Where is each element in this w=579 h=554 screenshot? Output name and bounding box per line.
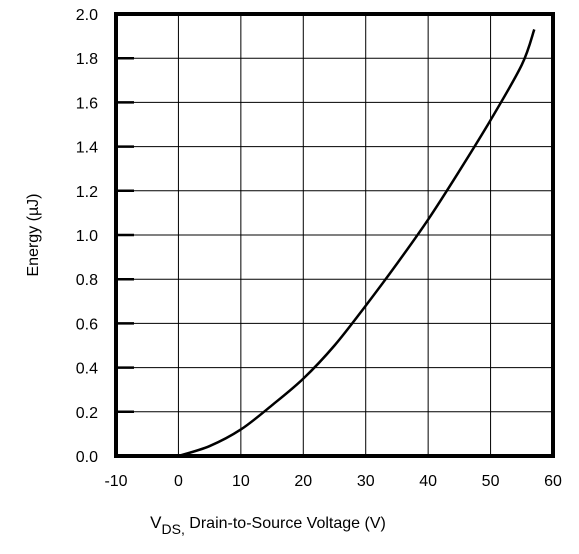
y-tick-label: 0.8 <box>76 272 98 289</box>
x-tick-label: 10 <box>232 473 250 490</box>
y-tick-label: 0.6 <box>76 316 98 333</box>
y-tick-labels: 0.0 0.2 0.4 0.6 0.8 1.0 1.2 1.4 1.6 1.8 2.0 <box>76 7 98 466</box>
y-tick-label: 2.0 <box>76 7 98 24</box>
x-axis-label-rest: Drain-to-Source Voltage (V) <box>185 515 386 532</box>
plot-frame <box>114 12 555 458</box>
grid-lines <box>115 13 554 457</box>
x-tick-label: 60 <box>544 473 562 490</box>
x-axis-label-subscript: DS, <box>162 521 185 537</box>
y-tick-label: 0.4 <box>76 361 98 378</box>
x-tick-labels: -10 0 10 20 30 40 50 60 <box>104 473 562 490</box>
x-tick-label: 0 <box>174 473 183 490</box>
y-tick-label: 1.8 <box>76 51 98 68</box>
tick-marks <box>116 12 134 458</box>
x-tick-label: 30 <box>357 473 375 490</box>
x-tick-label: -10 <box>104 473 127 490</box>
x-axis-label-main: V <box>150 513 162 532</box>
y-tick-label: 1.4 <box>76 140 98 157</box>
x-axis-label: VDS, Drain-to-Source Voltage (V) <box>150 513 386 537</box>
y-tick-label: 1.2 <box>76 184 98 201</box>
y-tick-label: 1.0 <box>76 228 98 245</box>
y-tick-label: 0.2 <box>76 405 98 422</box>
y-tick-label: 0.0 <box>76 449 98 466</box>
x-tick-label: 20 <box>294 473 312 490</box>
x-tick-label: 50 <box>482 473 500 490</box>
y-tick-label: 1.6 <box>76 95 98 112</box>
series-group <box>178 29 536 458</box>
series-line <box>178 29 536 458</box>
x-tick-label: 40 <box>419 473 437 490</box>
y-axis-label: Energy (µJ) <box>25 193 42 276</box>
